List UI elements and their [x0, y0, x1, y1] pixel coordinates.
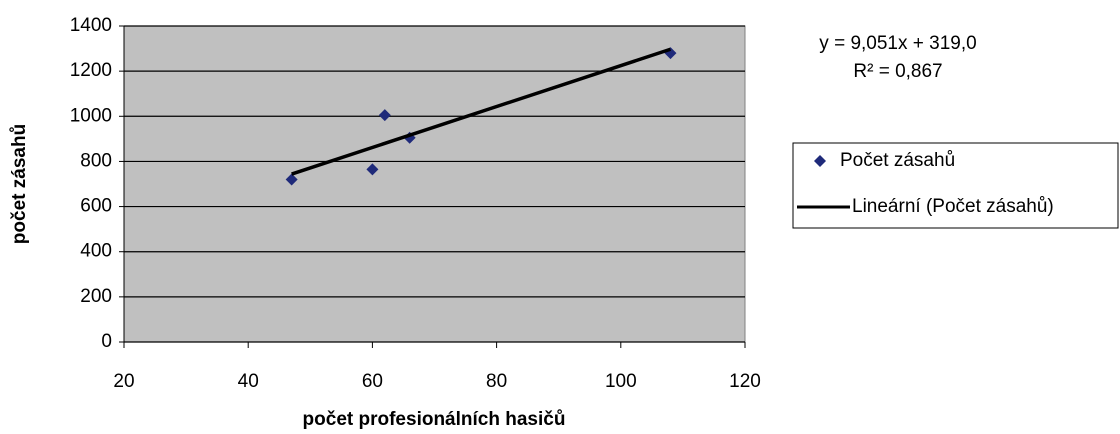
x-tick-label: 120	[729, 371, 761, 392]
y-axis-title: počet zásahů	[9, 124, 30, 244]
point	[366, 163, 379, 176]
trendline	[291, 47, 672, 176]
x-tick-label: 80	[486, 371, 507, 392]
y-tick-label: 200	[80, 286, 112, 307]
plot-area	[123, 25, 746, 343]
y-tick-label: 1200	[70, 60, 112, 81]
legend-label: Lineární (Počet zásahů)	[852, 196, 1054, 217]
x-axis-title: počet profesionálních hasičů	[303, 409, 566, 430]
legend-marker	[814, 155, 826, 167]
x-tick-label: 20	[113, 371, 134, 392]
y-tick-label: 0	[101, 331, 112, 352]
point	[378, 109, 391, 122]
legend	[792, 142, 1119, 229]
r-squared: R² = 0,867	[853, 61, 942, 82]
y-tick-label: 1400	[70, 15, 112, 36]
x-tick-label: 40	[238, 371, 259, 392]
legend-label: Počet zásahů	[840, 150, 955, 171]
y-tick-label: 1000	[70, 105, 112, 126]
x-tick-label: 60	[362, 371, 383, 392]
y-tick-label: 600	[80, 196, 112, 217]
x-tick-label: 100	[605, 371, 637, 392]
point	[285, 173, 298, 186]
y-tick-label: 800	[80, 150, 112, 171]
equation: y = 9,051x + 319,0	[819, 33, 976, 54]
y-tick-label: 400	[80, 241, 112, 262]
